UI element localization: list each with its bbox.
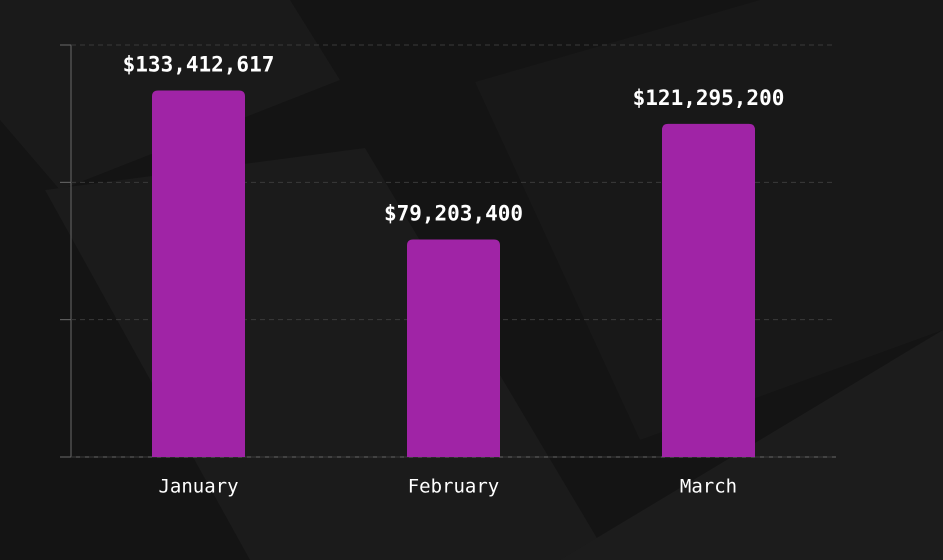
x-tick-label: January: [158, 476, 238, 498]
bar: [662, 123, 755, 457]
x-tick-label: February: [408, 476, 500, 498]
x-tick-label: March: [680, 476, 737, 498]
value-label: $79,203,400: [384, 201, 523, 225]
bar: [152, 90, 245, 458]
value-label: $133,412,617: [123, 53, 275, 77]
bar: [407, 239, 500, 457]
value-label: $121,295,200: [633, 86, 785, 110]
